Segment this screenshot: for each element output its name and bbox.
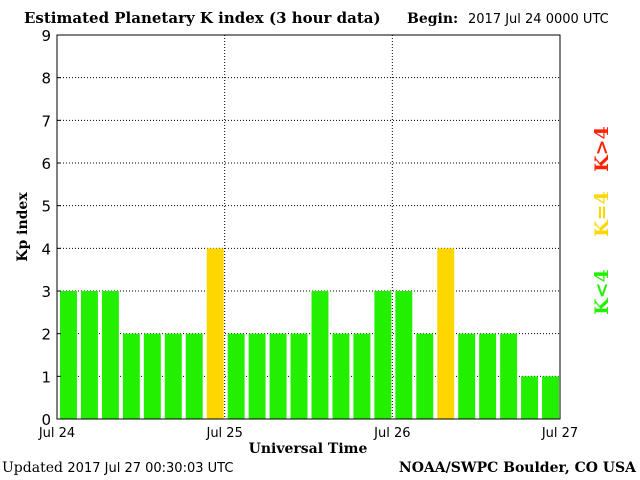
kp-bar: [416, 333, 434, 419]
y-tick-label: 5: [41, 198, 51, 216]
kp-bar: [395, 291, 413, 419]
begin-value: 2017 Jul 24 0000 UTC: [468, 12, 609, 27]
kp-bar: [227, 333, 245, 419]
kp-bar: [437, 248, 455, 419]
kp-bar: [269, 333, 287, 419]
bars: [60, 248, 559, 419]
kp-bar: [374, 291, 392, 419]
x-tick-label: Jul 26: [373, 426, 410, 441]
kp-bar: [143, 333, 161, 419]
x-tick-label: Jul 24: [38, 426, 75, 441]
y-tick-label: 3: [41, 283, 51, 301]
y-axis-label: Kp index: [15, 192, 31, 262]
y-ticks: 0 1 2 3 4 5 6 7 8 9: [41, 27, 61, 429]
kp-bar: [353, 333, 371, 419]
kp-bar: [101, 291, 119, 419]
plot-frame: [56, 34, 561, 420]
kp-bar: [248, 333, 266, 419]
chart-title: Estimated Planetary K index (3 hour data…: [24, 9, 381, 27]
x-tick-label: Jul 25: [205, 426, 242, 441]
y-tick-label: 8: [41, 70, 51, 88]
updated-label: Updated: [2, 460, 63, 476]
kp-bar: [290, 333, 308, 419]
kp-bar: [122, 333, 140, 419]
y-tick-label: 0: [41, 411, 51, 429]
kp-bar: [458, 333, 476, 419]
kp-bar: [206, 248, 224, 419]
kp-bar: [500, 333, 518, 419]
y-tick-label: 4: [41, 240, 51, 258]
kp-bar: [60, 291, 77, 419]
y-tick-label: 6: [41, 155, 51, 173]
y-tick-label: 2: [41, 326, 51, 344]
source-credit: NOAA/SWPC Boulder, CO USA: [398, 460, 636, 476]
legend-k-equal: K=4: [591, 191, 613, 237]
kp-bar: [332, 333, 350, 419]
gridlines: [57, 35, 560, 419]
x-ticks: Jul 24 Jul 25 Jul 26 Jul 27: [38, 426, 578, 441]
kp-bar: [479, 333, 497, 419]
updated-line: Updated 2017 Jul 27 00:30:03 UTC: [2, 460, 233, 476]
kp-bar: [311, 291, 329, 419]
y-tick-label: 1: [41, 368, 51, 386]
legend-k-below: K<4: [591, 269, 613, 315]
kp-bar: [521, 376, 539, 419]
x-tick-label: Jul 27: [541, 426, 578, 441]
kp-bar: [80, 291, 98, 419]
legend-k-above: K>4: [591, 126, 613, 172]
y-tick-label: 9: [41, 27, 51, 45]
begin-label: Begin:: [407, 11, 459, 27]
kp-bar: [164, 333, 182, 419]
x-axis-label: Universal Time: [249, 441, 368, 457]
kp-bar: [542, 376, 559, 419]
updated-value: 2017 Jul 27 00:30:03 UTC: [67, 461, 234, 476]
y-tick-label: 7: [41, 112, 51, 130]
kp-bar: [185, 333, 203, 419]
